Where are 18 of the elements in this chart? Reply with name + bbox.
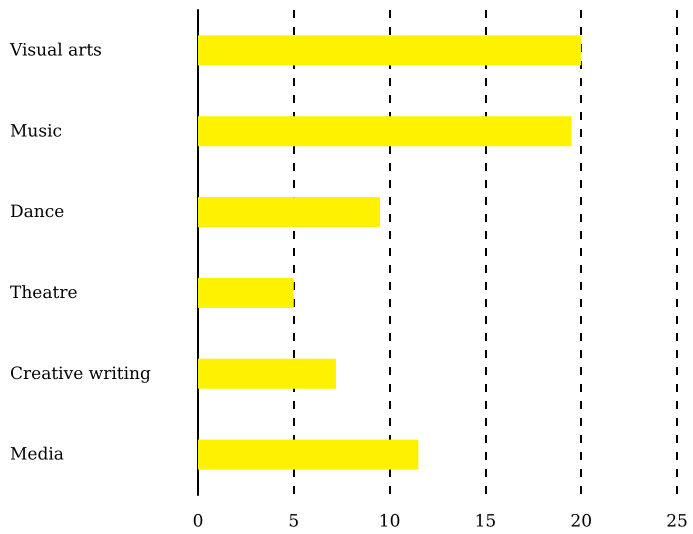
x-tick-label: 20 bbox=[570, 512, 592, 532]
y-tick-label: Media bbox=[10, 444, 64, 465]
bar bbox=[198, 116, 572, 146]
bar bbox=[198, 440, 418, 470]
x-tick-label: 10 bbox=[378, 512, 400, 532]
bar bbox=[198, 35, 582, 66]
y-tick-label: Theatre bbox=[10, 282, 78, 303]
y-tick-label: Music bbox=[10, 121, 62, 142]
x-tick-label: 0 bbox=[192, 512, 204, 532]
x-tick-label: 15 bbox=[474, 512, 496, 532]
x-tick-label: 25 bbox=[666, 512, 688, 532]
bar bbox=[198, 197, 380, 228]
bar bbox=[198, 278, 294, 308]
x-tick-label: 5 bbox=[288, 512, 300, 532]
y-tick-label: Visual arts bbox=[9, 40, 102, 60]
y-tick-label: Dance bbox=[10, 202, 64, 222]
y-tick-label: Creative writing bbox=[10, 364, 151, 384]
bar bbox=[198, 358, 336, 389]
